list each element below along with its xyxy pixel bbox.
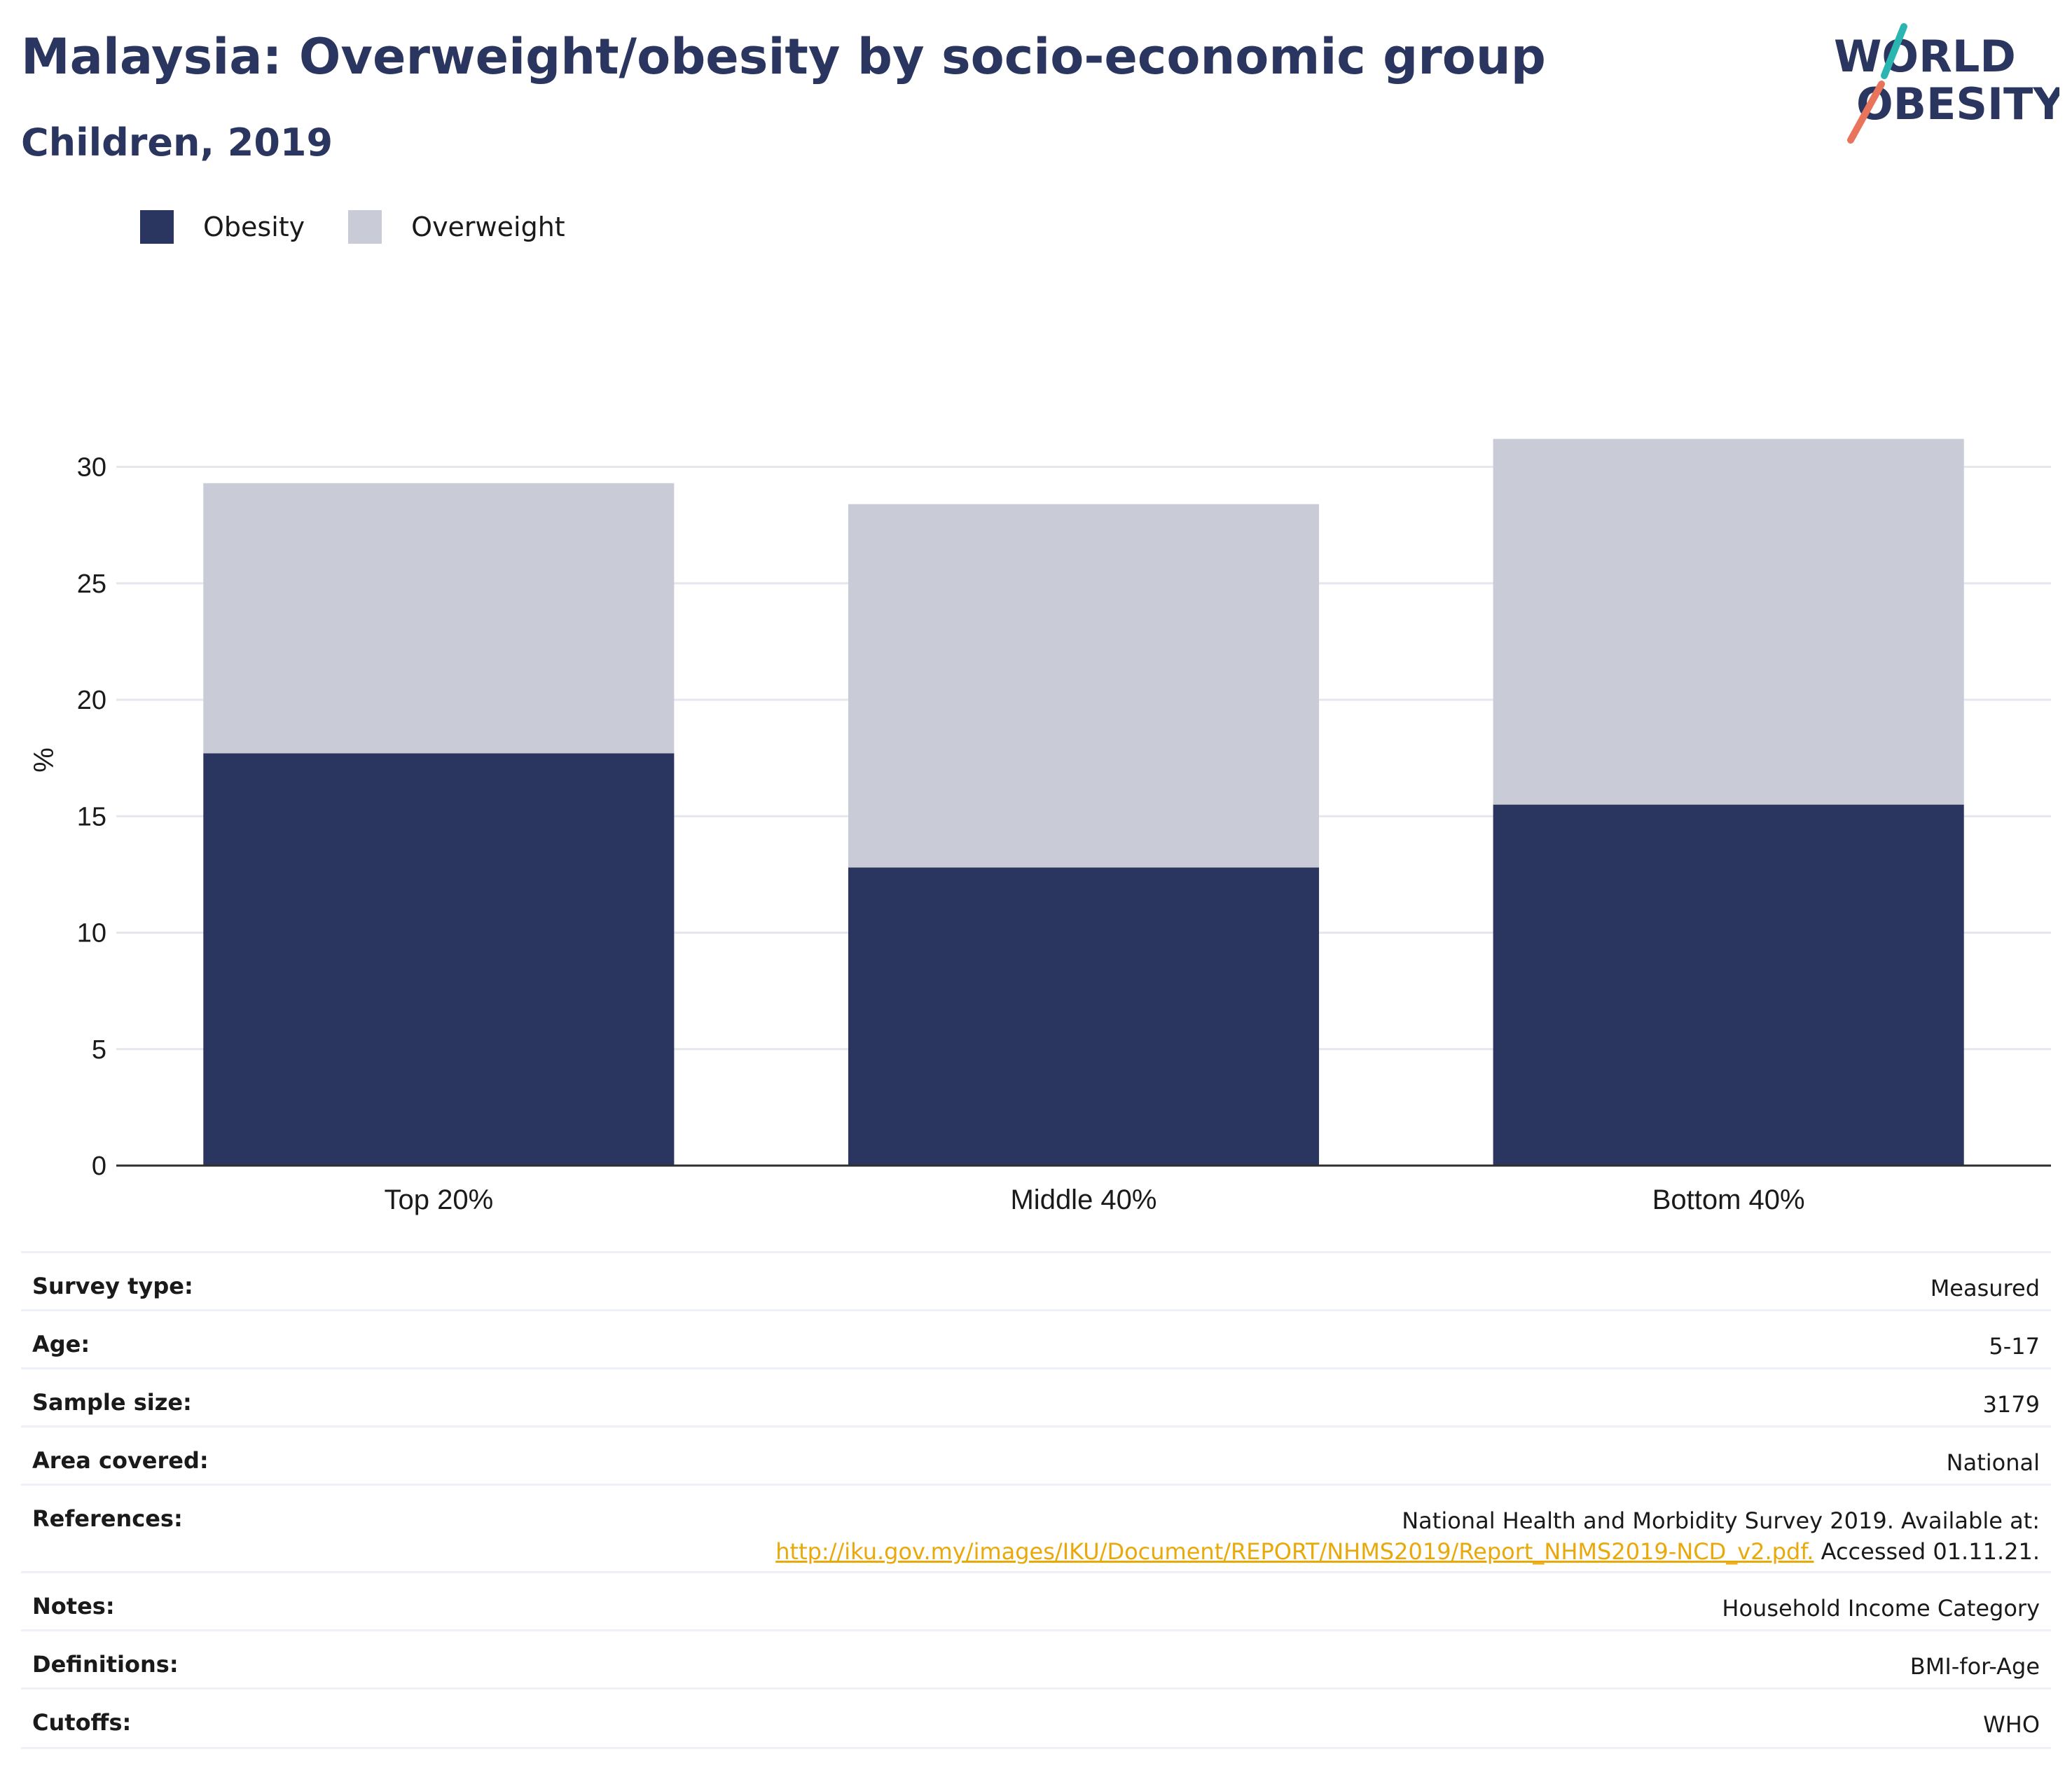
info-value: National Health and Morbidity Survey 201… <box>775 1505 2040 1567</box>
y-tick-label: 5 <box>92 1035 106 1065</box>
legend-label-obesity: Obesity <box>203 212 305 242</box>
y-tick-label: 0 <box>92 1152 106 1181</box>
logo-word-2: OBESITY <box>1856 78 2059 130</box>
chart-legend: Obesity Overweight <box>140 207 609 247</box>
y-axis-label: % <box>29 747 60 773</box>
logo-word-1: WORLD <box>1834 31 2016 82</box>
info-value: Measured <box>1930 1275 2040 1301</box>
y-tick-label: 25 <box>77 569 106 599</box>
info-value: 5-17 <box>1989 1333 2040 1360</box>
y-tick-label: 15 <box>77 802 106 831</box>
world-obesity-logo: WORLD OBESITY <box>1828 21 2065 147</box>
info-label: Definitions: <box>32 1651 179 1678</box>
chart-subtitle: Children, 2019 <box>21 120 333 165</box>
logo-teal-stroke <box>1881 23 1907 79</box>
info-row: Survey type: Measured <box>21 1251 2051 1309</box>
legend-item-obesity: Obesity <box>140 210 305 244</box>
info-row: Area covered: National <box>21 1425 2051 1484</box>
bar-chart: 0 5 10 15 20 25 30 Top 20% Middle 40% Bottom 40%… <box>29 438 2051 1215</box>
info-row: Notes: Household Income Category <box>21 1571 2051 1629</box>
info-value: 3179 <box>1982 1391 2040 1418</box>
y-tick-label: 30 <box>77 453 106 483</box>
info-label: Sample size: <box>32 1389 192 1416</box>
logo-coral-stroke <box>1847 81 1885 144</box>
x-tick-label: Bottom 40% <box>1652 1184 1805 1215</box>
reference-text: National Health and Morbidity Survey 201… <box>1402 1507 2040 1534</box>
info-row: Sample size: 3179 <box>21 1367 2051 1425</box>
y-tick-label: 10 <box>77 919 106 948</box>
info-label: Area covered: <box>32 1447 209 1474</box>
bar-obesity-2 <box>848 867 1320 1166</box>
y-tick-label: 20 <box>77 686 106 715</box>
info-value: Household Income Category <box>1722 1595 2040 1622</box>
info-row: Cutoffs: WHO <box>21 1687 2051 1749</box>
x-tick-label: Middle 40% <box>1010 1184 1156 1215</box>
reference-accessed-date: Accessed 01.11.21. <box>1814 1538 2040 1565</box>
bars <box>203 438 1964 1166</box>
info-value: BMI-for-Age <box>1909 1653 2040 1680</box>
info-value: WHO <box>1983 1711 2040 1738</box>
legend-item-overweight: Overweight <box>348 210 565 244</box>
legend-swatch-overweight <box>348 210 382 244</box>
info-label: Survey type: <box>32 1273 193 1299</box>
reference-link[interactable]: http://iku.gov.my/images/IKU/Document/RE… <box>775 1538 1814 1565</box>
legend-swatch-obesity <box>140 210 174 244</box>
info-label: Age: <box>32 1331 90 1358</box>
bar-overweight-1 <box>203 483 675 754</box>
bar-overweight-3 <box>1493 438 1964 805</box>
y-tick-labels: 0 5 10 15 20 25 30 <box>77 453 106 1182</box>
info-row: Definitions: BMI-for-Age <box>21 1629 2051 1687</box>
info-value: National <box>1946 1449 2040 1476</box>
bar-obesity-1 <box>203 753 675 1166</box>
info-label: Cutoffs: <box>32 1709 132 1736</box>
info-row: Age: 5-17 <box>21 1309 2051 1367</box>
info-label: References: <box>32 1505 183 1532</box>
legend-label-overweight: Overweight <box>411 212 565 242</box>
logo-graphic: WORLD OBESITY <box>1834 23 2065 144</box>
info-label: Notes: <box>32 1593 115 1619</box>
bar-overweight-2 <box>848 504 1320 868</box>
x-tick-label: Top 20% <box>384 1184 493 1215</box>
info-row: References: National Health and Morbidity… <box>21 1484 2051 1571</box>
survey-info-table: Survey type: Measured Age: 5-17 Sample size:… <box>21 1251 2051 1749</box>
chart-title: Malaysia: Overweight/obesity by socio-ec… <box>21 28 1546 85</box>
x-tick-labels: Top 20% Middle 40% Bottom 40% <box>384 1184 1804 1215</box>
bar-obesity-3 <box>1493 804 1964 1166</box>
